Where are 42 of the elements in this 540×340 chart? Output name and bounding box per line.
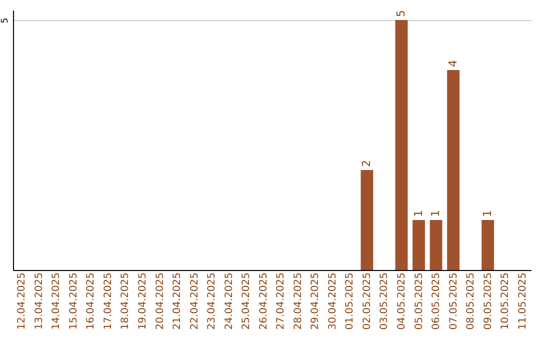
data-label: 2 [360,160,373,167]
data-label: 1 [412,210,425,217]
x-tick-label: 09.05.2025 [482,272,494,330]
x-tick-label: 01.05.2025 [344,272,356,330]
x-tick-label: 29.04.2025 [310,272,322,330]
x-tick-label: 27.04.2025 [276,272,287,330]
x-tick-label: 28.04.2025 [292,272,304,330]
x-tick-label: 16.04.2025 [86,272,97,330]
x-tick-label: 13.04.2025 [34,272,45,330]
data-label: 1 [480,210,494,217]
x-tick-label: 10.05.2025 [500,272,512,330]
bar [447,70,460,270]
bar [430,220,442,270]
x-tick-label: 24.04.2025 [224,272,235,330]
x-tick-label: 25.04.2025 [241,272,252,330]
x-tick-label: 19.04.2025 [138,272,148,330]
x-tick-label: 05.05.2025 [414,272,425,330]
x-tick-label: 21.04.2025 [172,272,184,330]
data-label: 1 [429,210,442,217]
x-tick-label: 20.04.2025 [154,272,166,330]
x-tick-label: 23.04.2025 [206,272,218,330]
x-tick-label: 03.05.2025 [379,272,390,330]
x-tick-label: 22.04.2025 [189,272,200,330]
x-tick-label: 14.04.2025 [51,272,62,330]
x-tick-label: 04.05.2025 [396,272,408,330]
x-tick-label: 11.05.2025 [517,272,528,330]
bar [412,220,425,270]
x-tick-label: 06.05.2025 [431,272,442,330]
x-tick-label: 12.04.2025 [16,272,28,330]
x-tick-label: 07.05.2025 [448,272,460,330]
x-tick-label: 15.04.2025 [68,272,80,330]
x-tick-label: 17.04.2025 [102,272,114,330]
bar [482,220,494,270]
x-tick-label: 08.05.2025 [466,272,477,330]
data-label: 4 [446,60,460,67]
x-tick-label: 18.04.2025 [120,272,132,330]
x-tick-label: 02.05.2025 [362,272,373,330]
bar [360,170,374,270]
bar [395,20,408,270]
data-label: 5 [394,10,408,17]
x-tick-label: 26.04.2025 [258,272,270,330]
x-tick-label: 30.04.2025 [327,272,338,330]
